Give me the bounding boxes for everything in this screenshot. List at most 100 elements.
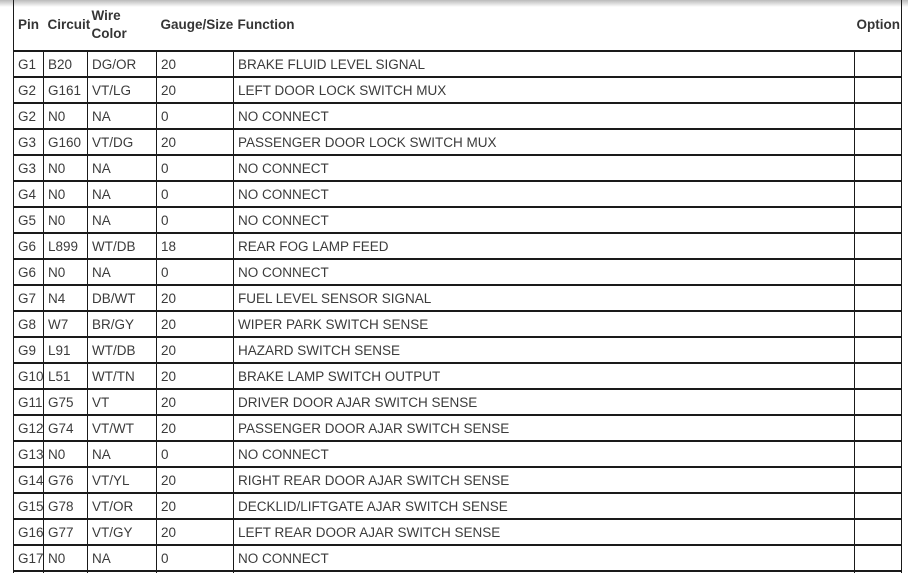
cell-gauge_size: 20 — [156, 466, 234, 494]
cell-gauge_size: 0 — [156, 206, 234, 234]
column-header-label: Circuit — [47, 17, 91, 33]
table-row: G2 N0 NA 0 NO CONNECT — [13, 102, 902, 130]
cell-wire_color: DG/OR — [87, 50, 157, 78]
cell-gauge_size: 20 — [156, 362, 234, 390]
table-row: G6 N0 NA 0 NO CONNECT — [13, 258, 902, 286]
cell-gauge_size: 20 — [156, 336, 234, 364]
cell-function: NO CONNECT — [233, 440, 855, 468]
column-header-circuit: Circuit — [43, 0, 91, 52]
cell-circuit: G74 — [43, 414, 88, 442]
cell-function: DECKLID/LIFTGATE AJAR SWITCH SENSE — [233, 492, 855, 520]
table-row-partial — [13, 570, 902, 573]
cell-function: RIGHT REAR DOOR AJAR SWITCH SENSE — [233, 466, 855, 494]
cell-wire_color: VT/LG — [87, 76, 157, 104]
cell-function: DRIVER DOOR AJAR SWITCH SENSE — [233, 388, 855, 416]
cell-gauge_size: 20 — [156, 310, 234, 338]
cell-pin: G5 — [13, 206, 44, 234]
cell-option — [854, 440, 902, 468]
cell-wire_color: VT/DG — [87, 128, 157, 156]
cell-wire_color: WT/TN — [87, 362, 157, 390]
cell-circuit: N0 — [43, 440, 88, 468]
cell-wire_color: NA — [87, 206, 157, 234]
cell-wire_color: VT/OR — [87, 492, 157, 520]
table-row: G17 N0 NA 0 NO CONNECT — [13, 544, 902, 572]
cell-function: LEFT DOOR LOCK SWITCH MUX — [233, 76, 855, 104]
cell-function: HAZARD SWITCH SENSE — [233, 336, 855, 364]
cell-option — [854, 466, 902, 494]
cell-function: BRAKE FLUID LEVEL SIGNAL — [233, 50, 855, 78]
table-header: Pin Circuit Wire Color Gauge/Size Function Op… — [13, 0, 902, 52]
cell-function: NO CONNECT — [233, 258, 855, 286]
table-row: G1 B20 DG/OR 20 BRAKE FLUID LEVEL SIGNAL — [13, 50, 902, 78]
cell-option — [854, 232, 902, 260]
table-row: G12 G74 VT/WT 20 PASSENGER DOOR AJAR SWITCH … — [13, 414, 902, 442]
cell-function: LEFT REAR DOOR AJAR SWITCH SENSE — [233, 518, 855, 546]
cell-wire_color: VT/WT — [87, 414, 157, 442]
cell-gauge_size: 0 — [156, 440, 234, 468]
table-header-row: Pin Circuit Wire Color Gauge/Size Function Op… — [13, 0, 902, 52]
cell-function: BRAKE LAMP SWITCH OUTPUT — [233, 362, 855, 390]
cell-pin: G10 — [13, 362, 44, 390]
cell-circuit: G78 — [43, 492, 88, 520]
cell-option — [854, 544, 902, 572]
table-row: G5 N0 NA 0 NO CONNECT — [13, 206, 902, 234]
cell-pin: G3 — [13, 128, 44, 156]
cell-wire_color: WT/DB — [87, 336, 157, 364]
cell-circuit: N0 — [43, 258, 88, 286]
cell-function: FUEL LEVEL SENSOR SIGNAL — [233, 284, 855, 312]
cell-wire_color: VT/YL — [87, 466, 157, 494]
cell-pin: G3 — [13, 154, 44, 182]
cell-gauge_size: 0 — [156, 102, 234, 130]
table-row: G4 N0 NA 0 NO CONNECT — [13, 180, 902, 208]
cell-pin: G17 — [13, 544, 44, 572]
cell-circuit: L899 — [43, 232, 88, 260]
cell-wire_color: NA — [87, 544, 157, 572]
column-header-label: Option — [856, 17, 901, 33]
column-header-label: Pin — [18, 17, 40, 33]
cell-pin: G6 — [13, 232, 44, 260]
table-row: G10 L51 WT/TN 20 BRAKE LAMP SWITCH OUTPUT — [13, 362, 902, 390]
table-row: G3 N0 NA 0 NO CONNECT — [13, 154, 902, 182]
cell-pin: G2 — [13, 76, 44, 104]
column-header-gauge_size: Gauge/Size — [156, 0, 234, 52]
table-row: G16 G77 VT/GY 20 LEFT REAR DOOR AJAR SWITCH … — [13, 518, 902, 546]
cell-function: WIPER PARK SWITCH SENSE — [233, 310, 855, 338]
cell-function: NO CONNECT — [233, 154, 855, 182]
column-header-function: Function — [233, 0, 855, 52]
cell-option — [854, 284, 902, 312]
cell-circuit: G75 — [43, 388, 88, 416]
cell-pin: G12 — [13, 414, 44, 442]
cell-pin: G6 — [13, 258, 44, 286]
cell-wire_color: BR/GY — [87, 310, 157, 338]
table-row: G7 N4 DB/WT 20 FUEL LEVEL SENSOR SIGNAL — [13, 284, 902, 312]
cell-gauge_size: 20 — [156, 388, 234, 416]
cell-function: NO CONNECT — [233, 180, 855, 208]
cell-function: NO CONNECT — [233, 544, 855, 572]
table-row: G14 G76 VT/YL 20 RIGHT REAR DOOR AJAR SWITCH… — [13, 466, 902, 494]
cell-gauge_size: 20 — [156, 128, 234, 156]
cell-option — [854, 388, 902, 416]
cell-option — [854, 154, 902, 182]
table-row: G9 L91 WT/DB 20 HAZARD SWITCH SENSE — [13, 336, 902, 364]
cell-gauge_size: 20 — [156, 492, 234, 520]
cell-gauge_size: 0 — [156, 154, 234, 182]
pinout-table: Pin Circuit Wire Color Gauge/Size Function Op… — [13, 0, 902, 573]
table-row: G11 G75 VT 20 DRIVER DOOR AJAR SWITCH SENSE — [13, 388, 902, 416]
cell-circuit: N0 — [43, 154, 88, 182]
table-row: G15 G78 VT/OR 20 DECKLID/LIFTGATE AJAR SWITC… — [13, 492, 902, 520]
cell-circuit: N0 — [43, 544, 88, 572]
cell-wire_color: NA — [87, 102, 157, 130]
table-row: G2 G161 VT/LG 20 LEFT DOOR LOCK SWITCH MUX — [13, 76, 902, 104]
cell-gauge_size: 20 — [156, 76, 234, 104]
cell-circuit: G160 — [43, 128, 88, 156]
cell-wire_color: VT/GY — [87, 518, 157, 546]
cell-gauge_size: 20 — [156, 414, 234, 442]
column-header-pin: Pin — [13, 0, 44, 52]
cell-pin: G13 — [13, 440, 44, 468]
cell-pin: G11 — [13, 388, 44, 416]
cell-pin: G2 — [13, 102, 44, 130]
cell-gauge_size: 20 — [156, 518, 234, 546]
cell-option — [854, 336, 902, 364]
table-row: G8 W7 BR/GY 20 WIPER PARK SWITCH SENSE — [13, 310, 902, 338]
